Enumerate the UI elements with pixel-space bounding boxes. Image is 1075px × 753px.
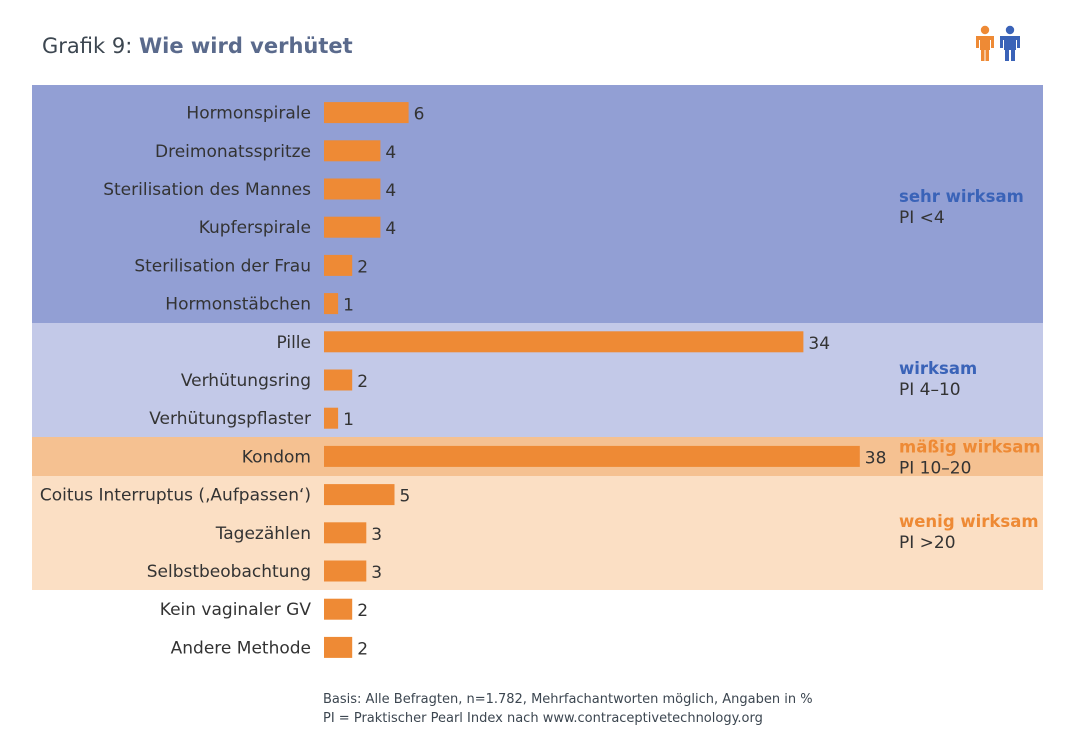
value-label: 1 bbox=[343, 296, 354, 316]
group-pi-label: PI <4 bbox=[899, 208, 945, 228]
value-label: 2 bbox=[357, 257, 368, 277]
value-label: 4 bbox=[385, 219, 396, 239]
bar bbox=[324, 331, 804, 353]
group-name-label: mäßig wirksam bbox=[899, 437, 1041, 456]
bar bbox=[324, 522, 367, 544]
category-label: Verhütungspflaster bbox=[149, 409, 311, 429]
chart-title-main: Wie wird verhütet bbox=[138, 34, 353, 58]
value-label: 34 bbox=[808, 334, 830, 354]
footnote-line-2: PI = Praktischer Pearl Index nach www.co… bbox=[323, 711, 763, 726]
category-label: Selbstbeobachtung bbox=[147, 562, 311, 582]
group-pi-label: PI 4–10 bbox=[899, 380, 961, 400]
category-label: Andere Methode bbox=[171, 638, 311, 658]
bar bbox=[324, 636, 353, 658]
category-label: Coitus Interruptus (‚Aufpassen‘) bbox=[40, 486, 311, 506]
category-label: Kein vaginaler GV bbox=[160, 600, 312, 620]
value-label: 2 bbox=[357, 372, 368, 392]
value-label: 4 bbox=[385, 143, 396, 163]
chart-title: Grafik 9: Wie wird verhütet bbox=[42, 34, 353, 58]
effectiveness-band bbox=[32, 85, 1043, 323]
two-people-icon bbox=[976, 25, 1020, 61]
bar bbox=[324, 445, 860, 467]
bar bbox=[324, 140, 381, 162]
value-label: 1 bbox=[343, 410, 354, 430]
group-name-label: wenig wirksam bbox=[899, 512, 1039, 531]
bar bbox=[324, 293, 339, 315]
bar bbox=[324, 407, 339, 429]
category-label: Kupferspirale bbox=[199, 218, 311, 238]
chart-title-prefix: Grafik 9: bbox=[42, 34, 133, 58]
category-label: Sterilisation des Mannes bbox=[103, 180, 311, 200]
value-label: 2 bbox=[357, 601, 368, 621]
value-label: 4 bbox=[385, 181, 396, 201]
category-label: Hormonstäbchen bbox=[165, 295, 311, 315]
category-label: Dreimonatsspritze bbox=[155, 142, 311, 162]
value-label: 38 bbox=[865, 448, 887, 468]
value-label: 3 bbox=[371, 563, 382, 583]
category-label: Kondom bbox=[242, 447, 311, 467]
bar bbox=[324, 102, 409, 124]
effectiveness-band bbox=[32, 476, 1043, 590]
bar bbox=[324, 216, 381, 238]
group-pi-label: PI 10–20 bbox=[899, 458, 971, 478]
category-label: Tagezählen bbox=[215, 524, 311, 544]
bar bbox=[324, 560, 367, 582]
category-label: Hormonspirale bbox=[186, 104, 311, 124]
value-label: 3 bbox=[371, 525, 382, 545]
value-label: 2 bbox=[357, 639, 368, 659]
footnote: Basis: Alle Befragten, n=1.782, Mehrfach… bbox=[323, 690, 813, 728]
value-label: 6 bbox=[414, 105, 425, 125]
value-label: 5 bbox=[400, 487, 411, 507]
bar bbox=[324, 484, 395, 506]
footnote-line-1: Basis: Alle Befragten, n=1.782, Mehrfach… bbox=[323, 692, 813, 707]
bar bbox=[324, 254, 353, 276]
category-label: Pille bbox=[276, 333, 311, 353]
bar bbox=[324, 369, 353, 391]
bar-chart: Hormonspirale 6 Dreimonatsspritze 4 Sterilis… bbox=[32, 85, 1043, 659]
group-name-label: sehr wirksam bbox=[899, 187, 1024, 206]
group-name-label: wirksam bbox=[899, 359, 977, 378]
group-pi-label: PI >20 bbox=[899, 533, 956, 553]
bar bbox=[324, 598, 353, 620]
category-label: Sterilisation der Frau bbox=[134, 256, 311, 276]
bar bbox=[324, 178, 381, 200]
category-label: Verhütungsring bbox=[181, 371, 311, 391]
